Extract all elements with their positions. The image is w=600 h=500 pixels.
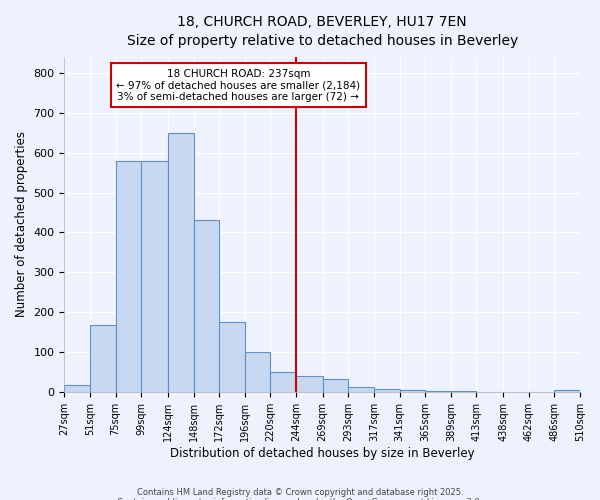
Bar (271, 372, 296, 392)
Text: 18 CHURCH ROAD: 237sqm
← 97% of detached houses are smaller (2,184)
3% of semi-d: 18 CHURCH ROAD: 237sqm ← 97% of detached… (116, 68, 361, 102)
Bar (296, 376, 323, 392)
Bar (116, 160, 141, 392)
Bar (374, 389, 400, 392)
Bar (451, 391, 476, 392)
Bar (400, 390, 425, 392)
Bar (245, 352, 271, 393)
Bar (349, 387, 374, 392)
Bar (219, 322, 245, 392)
Bar (425, 391, 451, 392)
Bar (554, 390, 580, 392)
Y-axis label: Number of detached properties: Number of detached properties (15, 132, 28, 318)
Text: Contains public sector information licensed under the Open Government Licence v3: Contains public sector information licen… (118, 498, 482, 500)
Text: Contains HM Land Registry data © Crown copyright and database right 2025.: Contains HM Land Registry data © Crown c… (137, 488, 463, 497)
Bar (90, 325, 116, 392)
Title: 18, CHURCH ROAD, BEVERLEY, HU17 7EN
Size of property relative to detached houses: 18, CHURCH ROAD, BEVERLEY, HU17 7EN Size… (127, 15, 518, 48)
Bar (323, 379, 349, 392)
Bar (194, 220, 219, 392)
X-axis label: Distribution of detached houses by size in Beverley: Distribution of detached houses by size … (170, 447, 475, 460)
Bar (64, 385, 90, 392)
Bar (141, 160, 168, 392)
Bar (168, 134, 194, 392)
